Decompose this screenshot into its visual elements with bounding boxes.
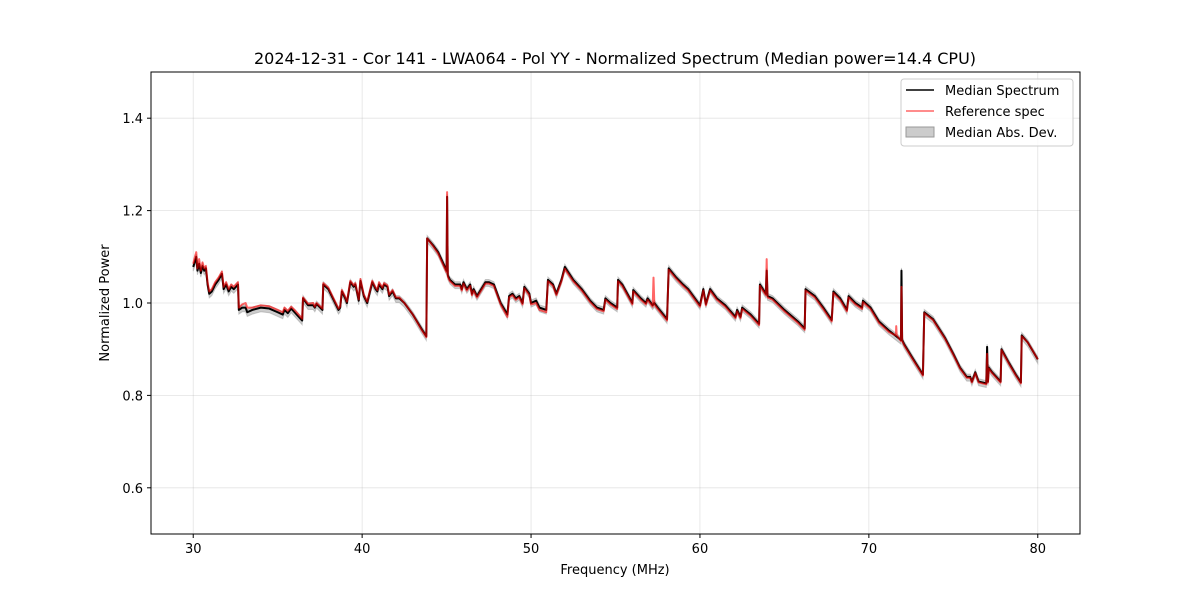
- x-axis-label: Frequency (MHz): [560, 563, 669, 578]
- y-tick-label: 1.0: [122, 297, 143, 312]
- y-axis: 0.6 0.8 1.0 1.2 1.4: [122, 112, 151, 497]
- legend-reference-label: Reference spec: [945, 105, 1045, 120]
- x-tick-label: 40: [354, 542, 371, 557]
- y-axis-label: Normalized Power: [98, 244, 113, 362]
- y-tick-label: 0.6: [122, 482, 143, 497]
- y-tick-label: 0.8: [122, 389, 143, 404]
- legend-mad-label: Median Abs. Dev.: [945, 126, 1057, 141]
- x-axis: 30 40 50 60 70 80: [185, 534, 1046, 557]
- x-tick-label: 30: [185, 542, 202, 557]
- x-tick-label: 80: [1029, 542, 1046, 557]
- reference-spectrum-line: [192, 191, 1039, 386]
- x-tick-label: 70: [861, 542, 878, 557]
- x-tick-label: 50: [523, 542, 540, 557]
- median-spectrum-line: [192, 195, 1039, 385]
- legend-mad-swatch: [905, 126, 935, 138]
- legend: Median Spectrum Reference spec Median Ab…: [900, 78, 1074, 147]
- y-tick-label: 1.4: [122, 112, 143, 127]
- chart-title: 2024-12-31 - Cor 141 - LWA064 - Pol YY -…: [254, 49, 976, 68]
- legend-median-label: Median Spectrum: [945, 84, 1059, 99]
- x-tick-label: 60: [692, 542, 709, 557]
- series-lines: [192, 191, 1039, 386]
- y-tick-label: 1.2: [122, 205, 143, 220]
- legend-frame: [900, 78, 1074, 147]
